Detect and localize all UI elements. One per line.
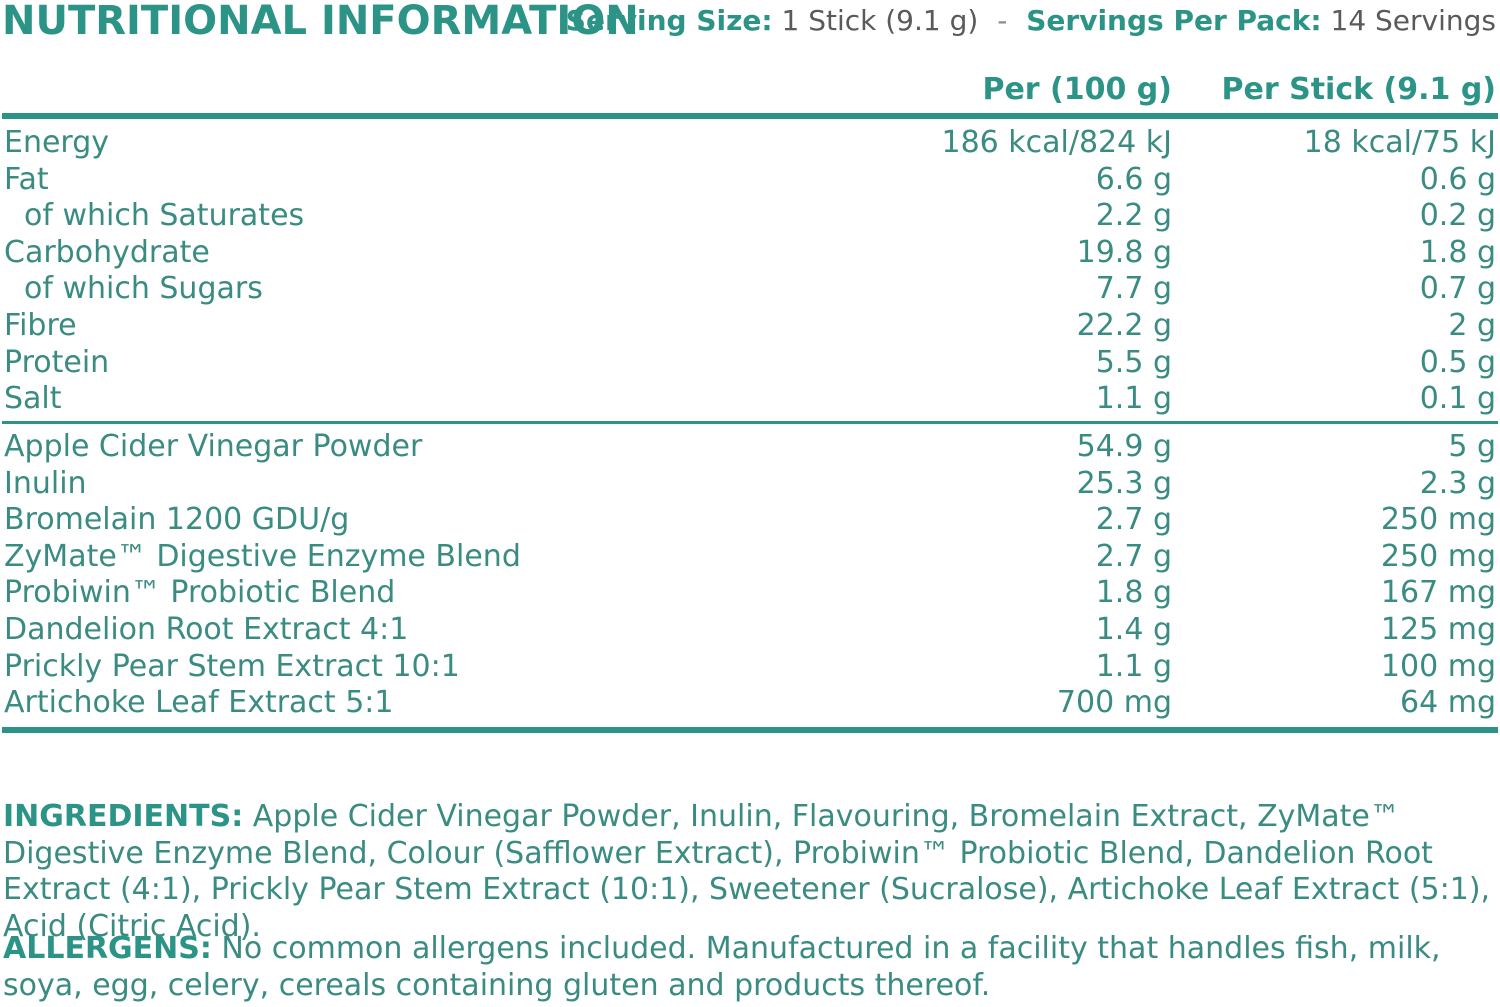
value-per-100g: 7.7 g (1095, 271, 1172, 307)
row-label: Energy (4, 125, 110, 160)
value-per-stick: 1.8 g (1419, 234, 1496, 270)
value-per-stick: 250 mg (1380, 538, 1496, 574)
page-title: NUTRITIONAL INFORMATION (2, 0, 639, 44)
nutrition-row: of which Sugars 7.7 g 0.7 g (2, 271, 1498, 308)
column-header-per-100g: Per (100 g) (982, 72, 1172, 107)
nutrition-row: Energy 186 kcal/824 kJ 18 kcal/75 kJ (2, 125, 1498, 162)
row-label: Apple Cider Vinegar Powder (4, 429, 423, 464)
nutrition-row: Salt 1.1 g 0.1 g (2, 381, 1498, 418)
value-per-stick: 2.3 g (1419, 465, 1496, 501)
row-label: Inulin (4, 465, 87, 501)
value-per-stick: 0.5 g (1419, 344, 1496, 380)
nutrition-row: of which Saturates 2.2 g 0.2 g (2, 198, 1498, 235)
active-ingredient-row: Artichoke Leaf Extract 5:1 700 mg 64 mg (2, 685, 1498, 722)
value-per-stick: 0.1 g (1419, 381, 1496, 417)
ingredients-label: INGREDIENTS: (3, 799, 244, 834)
serving-info: Serving Size: 1 Stick (9.1 g) - Servings… (566, 4, 1496, 37)
value-per-100g: 5.5 g (1095, 344, 1172, 380)
value-per-100g: 1.1 g (1095, 381, 1172, 417)
row-label: of which Saturates (24, 198, 305, 234)
allergens-paragraph: ALLERGENS: No common allergens included.… (3, 931, 1498, 1004)
nutrition-row: Carbohydrate 19.8 g 1.8 g (2, 235, 1498, 272)
servings-per-pack-label: Servings Per Pack: (1026, 4, 1322, 37)
active-ingredient-row: Prickly Pear Stem Extract 10:1 1.1 g 100 m… (2, 649, 1498, 686)
row-label: Fat (4, 161, 49, 197)
value-per-stick: 167 mg (1380, 575, 1496, 611)
value-per-100g: 700 mg (1056, 685, 1172, 721)
servings-per-pack-value: 14 Servings (1330, 4, 1497, 37)
value-per-100g: 22.2 g (1076, 307, 1172, 343)
value-per-100g: 54.9 g (1076, 429, 1172, 464)
value-per-stick: 125 mg (1380, 611, 1496, 647)
value-per-stick: 64 mg (1400, 685, 1496, 721)
serving-size-value: 1 Stick (9.1 g) (781, 4, 979, 37)
table-bottom-divider (2, 727, 1498, 733)
value-per-stick: 2 g (1448, 307, 1496, 343)
value-per-100g: 186 kcal/824 kJ (941, 125, 1172, 160)
column-header-per-stick: Per Stick (9.1 g) (1221, 72, 1496, 107)
value-per-stick: 0.7 g (1419, 271, 1496, 307)
value-per-100g: 19.8 g (1076, 234, 1172, 270)
section-divider (2, 421, 1498, 424)
value-per-stick: 0.6 g (1419, 161, 1496, 197)
row-label: Dandelion Root Extract 4:1 (4, 611, 409, 647)
active-ingredient-row: Apple Cider Vinegar Powder 54.9 g 5 g (2, 429, 1498, 466)
row-label: Artichoke Leaf Extract 5:1 (4, 685, 394, 721)
row-label: Fibre (4, 307, 77, 343)
allergens-text: No common allergens included. Manufactur… (3, 931, 1441, 1003)
value-per-100g: 6.6 g (1095, 161, 1172, 197)
ingredients-paragraph: INGREDIENTS: Apple Cider Vinegar Powder,… (3, 799, 1498, 945)
row-label: Bromelain 1200 GDU/g (4, 502, 350, 538)
serving-separator: - (997, 4, 1008, 37)
value-per-100g: 25.3 g (1076, 465, 1172, 501)
row-label: Carbohydrate (4, 234, 210, 270)
active-ingredient-row: Bromelain 1200 GDU/g 2.7 g 250 mg (2, 502, 1498, 539)
value-per-100g: 2.7 g (1095, 502, 1172, 538)
nutrition-table: Energy 186 kcal/824 kJ 18 kcal/75 kJ Fat 6.6… (2, 125, 1498, 418)
value-per-100g: 1.8 g (1095, 575, 1172, 611)
value-per-stick: 5 g (1448, 429, 1496, 464)
ingredients-text: Apple Cider Vinegar Powder, Inulin, Flav… (3, 799, 1491, 944)
active-ingredient-row: ZyMate™ Digestive Enzyme Blend 2.7 g 250 m… (2, 539, 1498, 576)
nutrition-row: Fat 6.6 g 0.6 g (2, 162, 1498, 199)
active-ingredient-row: Dandelion Root Extract 4:1 1.4 g 125 mg (2, 612, 1498, 649)
allergens-label: ALLERGENS: (3, 931, 212, 966)
value-per-stick: 18 kcal/75 kJ (1303, 125, 1496, 160)
serving-size-label: Serving Size: (565, 4, 773, 37)
active-ingredient-row: Inulin 25.3 g 2.3 g (2, 466, 1498, 503)
header-divider (2, 113, 1498, 119)
nutrition-row: Protein 5.5 g 0.5 g (2, 345, 1498, 382)
row-label: of which Sugars (24, 271, 263, 307)
value-per-100g: 2.2 g (1095, 198, 1172, 234)
value-per-stick: 250 mg (1380, 502, 1496, 538)
row-label: Protein (4, 344, 110, 380)
value-per-100g: 2.7 g (1095, 538, 1172, 574)
row-label: ZyMate™ Digestive Enzyme Blend (4, 538, 521, 574)
value-per-100g: 1.1 g (1095, 648, 1172, 684)
row-label: Prickly Pear Stem Extract 10:1 (4, 648, 460, 684)
active-ingredient-row: Probiwin™ Probiotic Blend 1.8 g 167 mg (2, 575, 1498, 612)
row-label: Salt (4, 381, 62, 417)
value-per-stick: 100 mg (1380, 648, 1496, 684)
row-label: Probiwin™ Probiotic Blend (4, 575, 396, 611)
value-per-stick: 0.2 g (1419, 198, 1496, 234)
value-per-100g: 1.4 g (1095, 611, 1172, 647)
nutrition-row: Fibre 22.2 g 2 g (2, 308, 1498, 345)
